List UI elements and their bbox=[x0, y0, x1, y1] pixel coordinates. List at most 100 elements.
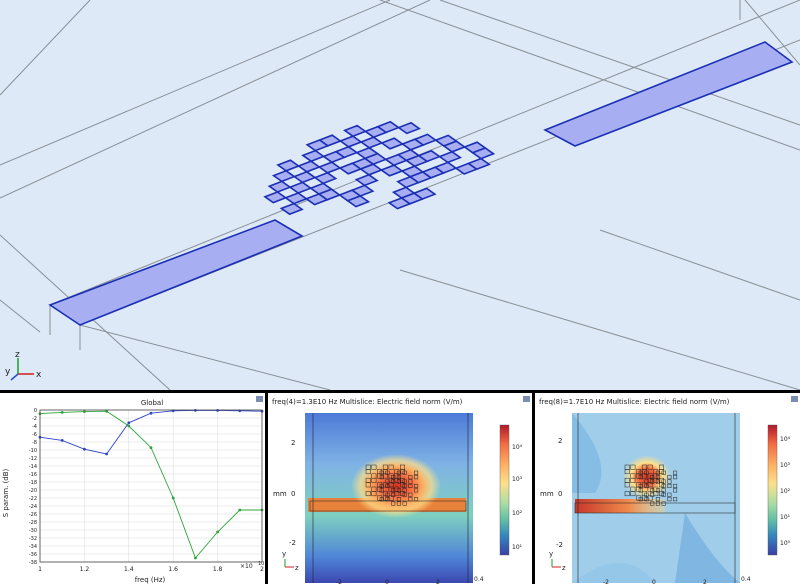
resonator-cell bbox=[653, 477, 659, 483]
resonator-cell bbox=[667, 479, 672, 484]
resonator-cell bbox=[466, 157, 491, 171]
resonator-cell bbox=[414, 475, 419, 480]
resonator-cell bbox=[641, 473, 647, 479]
resonator-cell bbox=[414, 488, 419, 493]
sparam-chart[interactable]: Global freq (Hz) S param. (dB) ×10 10 0 -… bbox=[0, 393, 265, 584]
field-map-freq4[interactable]: freq(4)=1.3E10 Hz Multislice: Electric f… bbox=[268, 393, 532, 584]
x-tick-neg2: -2 bbox=[336, 579, 342, 584]
field-map-freq4-panel[interactable]: freq(4)=1.3E10 Hz Multislice: Electric f… bbox=[268, 393, 532, 584]
geometry-3d-view[interactable]: x y z bbox=[0, 0, 800, 390]
y-tick-label: -10 bbox=[29, 448, 37, 454]
geometry-canvas[interactable]: x y z bbox=[0, 0, 800, 390]
axes-triad-icon: x y z bbox=[5, 350, 42, 381]
field-map-freq8-panel[interactable]: freq(8)=1.7E10 Hz Multislice: Electric f… bbox=[535, 393, 800, 584]
resonator-cell bbox=[382, 482, 388, 488]
x-tick-0: 0 bbox=[385, 579, 389, 584]
field-map-freq8[interactable]: freq(8)=1.7E10 Hz Multislice: Electric f… bbox=[535, 393, 800, 584]
resonator-cell bbox=[624, 469, 630, 475]
data-point bbox=[171, 496, 175, 500]
resonator-cell bbox=[408, 483, 413, 488]
resonator-cell bbox=[359, 136, 384, 149]
panel-menu-icon[interactable] bbox=[791, 396, 798, 402]
resonator-cell bbox=[355, 146, 380, 160]
data-point bbox=[83, 447, 86, 451]
y-unit: mm bbox=[273, 490, 287, 498]
resonator-cell bbox=[377, 486, 383, 492]
x-tick-label: 1.8 bbox=[213, 566, 223, 573]
y-tick-label: -22 bbox=[29, 496, 37, 502]
feed-line-outline bbox=[574, 502, 736, 514]
y-tick-label: -2 bbox=[32, 416, 37, 422]
resonator-cell bbox=[365, 491, 371, 497]
data-point bbox=[105, 452, 108, 456]
triad-y-label: y bbox=[5, 367, 11, 377]
resonator-cell bbox=[655, 501, 660, 506]
panel-menu-icon[interactable] bbox=[256, 396, 263, 402]
resonator-cell bbox=[382, 473, 388, 479]
resonator-cell bbox=[301, 149, 326, 163]
x-tick-0: 0 bbox=[652, 579, 656, 584]
data-point bbox=[216, 530, 220, 534]
resonator-cell bbox=[288, 181, 313, 194]
data-point bbox=[60, 411, 64, 414]
resonator-cell bbox=[667, 492, 672, 497]
x-tick-label: 1.2 bbox=[80, 566, 90, 573]
y-tick-neg2: -2 bbox=[289, 539, 296, 547]
series-line-1 bbox=[39, 410, 262, 559]
resonator-cell bbox=[394, 477, 400, 483]
y-tick-2: 2 bbox=[291, 439, 295, 447]
y-tick-label: -18 bbox=[29, 480, 37, 486]
resonator-cell bbox=[636, 486, 642, 492]
data-point bbox=[83, 410, 86, 413]
resonator-cell bbox=[653, 491, 659, 497]
x-tick-label: 1.6 bbox=[168, 566, 178, 573]
y-tick-label: -16 bbox=[29, 472, 37, 478]
colorbar-tick: 10² bbox=[512, 510, 523, 517]
resonator-cell bbox=[371, 464, 377, 470]
resonator-cell bbox=[673, 483, 678, 488]
resonator-cell bbox=[673, 497, 678, 502]
resonator-cell bbox=[414, 470, 419, 475]
field-hotspot bbox=[351, 454, 441, 518]
resonator-cell bbox=[284, 192, 309, 205]
resonator-cell bbox=[263, 191, 288, 204]
y-unit: mm bbox=[540, 490, 554, 498]
resonator-cell bbox=[673, 475, 678, 480]
resonator-cell bbox=[471, 147, 496, 160]
y-tick-label: -8 bbox=[32, 440, 37, 446]
y-tick-label: -34 bbox=[29, 544, 37, 550]
colorbar-tick: 10⁴ bbox=[780, 436, 791, 443]
triad-y: y bbox=[549, 550, 553, 558]
panel-menu-icon[interactable] bbox=[523, 396, 530, 402]
sparam-plot-panel[interactable]: Global freq (Hz) S param. (dB) ×10 10 0 -… bbox=[0, 393, 265, 584]
resonator-cell bbox=[338, 135, 363, 148]
data-point bbox=[105, 409, 108, 413]
resonator-cell bbox=[377, 473, 383, 479]
resonator-cell bbox=[388, 486, 394, 492]
resonator-cell bbox=[408, 492, 413, 497]
resonator-cell bbox=[346, 195, 371, 208]
data-point bbox=[149, 411, 153, 415]
triad-x-label: x bbox=[36, 370, 42, 380]
resonator-cell bbox=[408, 497, 413, 502]
resonator-cell bbox=[647, 464, 653, 470]
colorbar-tick: 10¹ bbox=[512, 544, 523, 551]
resonator-cell bbox=[317, 161, 342, 174]
colorbar-tick: 10¹ bbox=[780, 514, 791, 521]
resonator-cell bbox=[267, 180, 292, 193]
chart-title: Global bbox=[141, 399, 163, 407]
resonator-cell bbox=[371, 491, 377, 497]
resonator-cell bbox=[292, 170, 317, 184]
triad-z: z bbox=[295, 564, 299, 572]
resonator-cell bbox=[388, 495, 394, 501]
resonator-cell bbox=[659, 482, 664, 488]
resonator-cell bbox=[630, 464, 636, 470]
triad-y: y bbox=[282, 550, 286, 558]
fractal-resonator bbox=[263, 120, 496, 216]
y-tick-label: -12 bbox=[29, 456, 37, 462]
colorbar bbox=[499, 424, 510, 556]
resonator-cell bbox=[630, 491, 636, 497]
resonator-cell bbox=[271, 169, 296, 183]
y-tick-0: 0 bbox=[558, 490, 562, 498]
resonator-cell bbox=[636, 495, 642, 501]
